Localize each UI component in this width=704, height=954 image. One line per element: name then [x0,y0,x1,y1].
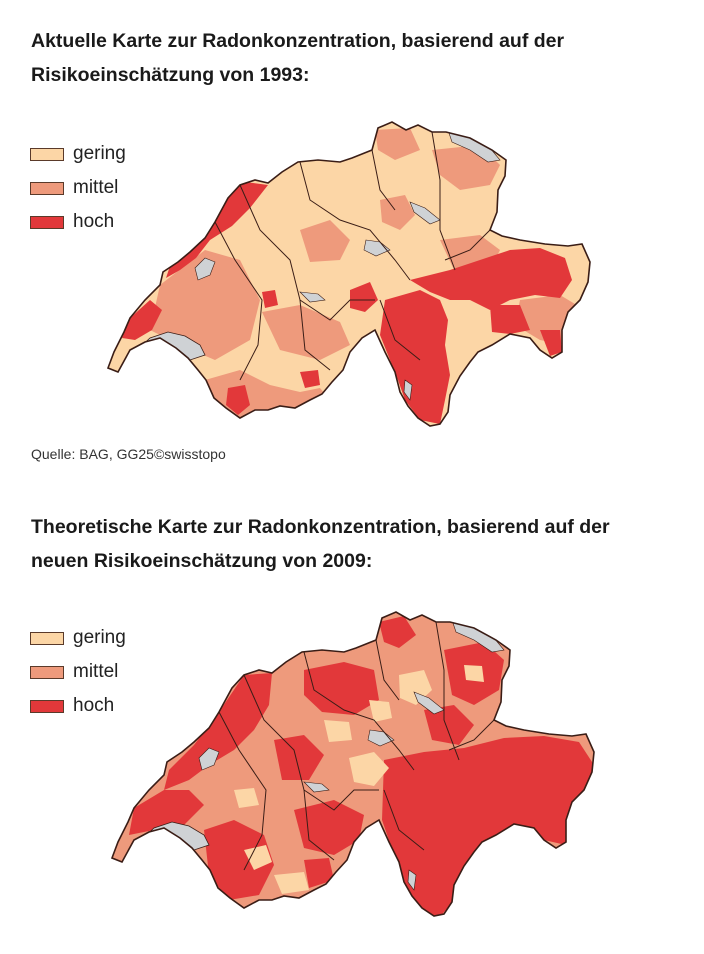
map-title-1993: Aktuelle Karte zur Radonkonzentration, b… [31,24,691,92]
source-note: Quelle: BAG, GG25©swisstopo [31,446,226,462]
hoch-zone [226,385,250,415]
map-section-1993: Aktuelle Karte zur Radonkonzentration, b… [30,24,691,462]
legend-item-gering: gering [30,137,126,171]
title-line-2: Risikoeinschätzung von 1993: [31,64,310,86]
swatch-hoch [30,215,64,229]
legend-1993: gering mittel hoch [30,137,126,239]
lake-lucerne [363,239,391,257]
gering-zone [244,845,272,870]
radon-map-2009 [111,611,595,917]
legend-item-hoch: hoch [30,205,126,239]
hoch-zone [540,330,562,356]
title-line-1: Theoretische Karte zur Radonkonzentratio… [31,516,610,538]
lake-zurich [409,201,441,225]
legend-label: gering [73,143,126,164]
radon-map-1993 [107,121,591,427]
legend-label: hoch [73,695,115,716]
swatch-mittel [30,181,64,195]
legend-2009: gering mittel hoch [30,621,126,723]
lake-thun [303,781,330,793]
swatch-mittel [30,665,64,679]
map-section-2009: Theoretische Karte zur Radonkonzentratio… [0,490,704,954]
legend-item-mittel: mittel [30,655,126,689]
swatch-hoch [30,699,64,713]
hoch-zone [166,182,268,278]
hoch-zone [490,305,530,334]
hoch-zone [204,820,274,900]
lake-lucerne [367,729,395,747]
lake-zurich [413,691,445,715]
gering-zone [234,788,259,808]
hoch-zone [379,616,416,648]
hoch-zone [304,662,379,715]
hoch-zone [380,290,450,424]
gering-zone [349,752,389,786]
canton-borders [218,621,495,871]
mittel-zone [380,195,415,230]
legend-item-mittel: mittel [30,171,126,205]
hoch-zone [382,736,594,916]
mittel-zone [150,250,260,360]
hoch-zone [129,790,204,835]
lake-maggiore [407,869,417,891]
mittel-zone [375,128,420,160]
lake-neuchatel [198,747,220,771]
legend-label: gering [73,627,126,648]
hoch-zone [164,673,272,790]
hoch-zone [122,300,162,340]
hoch-zone [262,290,278,308]
gering-zone [274,872,309,894]
swatch-gering [30,147,64,161]
title-line-2: neuen Risikoeinschätzung von 2009: [31,550,373,572]
hoch-zone [300,370,320,388]
hoch-zone [350,282,378,312]
canton-borders [214,131,491,381]
hoch-zone [424,705,474,745]
lake-neuchatel [194,257,216,281]
hoch-zone [294,800,364,855]
lake-maggiore [403,379,413,401]
hoch-zone [304,858,334,888]
legend-item-hoch: hoch [30,689,126,723]
lake-thun [299,291,326,303]
legend-label: mittel [73,661,119,682]
gering-zone [324,720,352,742]
hoch-zone [274,735,324,780]
gering-zone [464,665,484,682]
swatch-gering [30,631,64,645]
mittel-zone [300,220,350,262]
hoch-zone [410,248,572,310]
title-line-1: Aktuelle Karte zur Radonkonzentration, b… [31,30,565,52]
map-title-2009: Theoretische Karte zur Radonkonzentratio… [31,510,691,578]
gering-zone [369,700,392,722]
legend-label: hoch [73,211,115,232]
legend-item-gering: gering [30,621,126,655]
legend-label: mittel [73,177,119,198]
